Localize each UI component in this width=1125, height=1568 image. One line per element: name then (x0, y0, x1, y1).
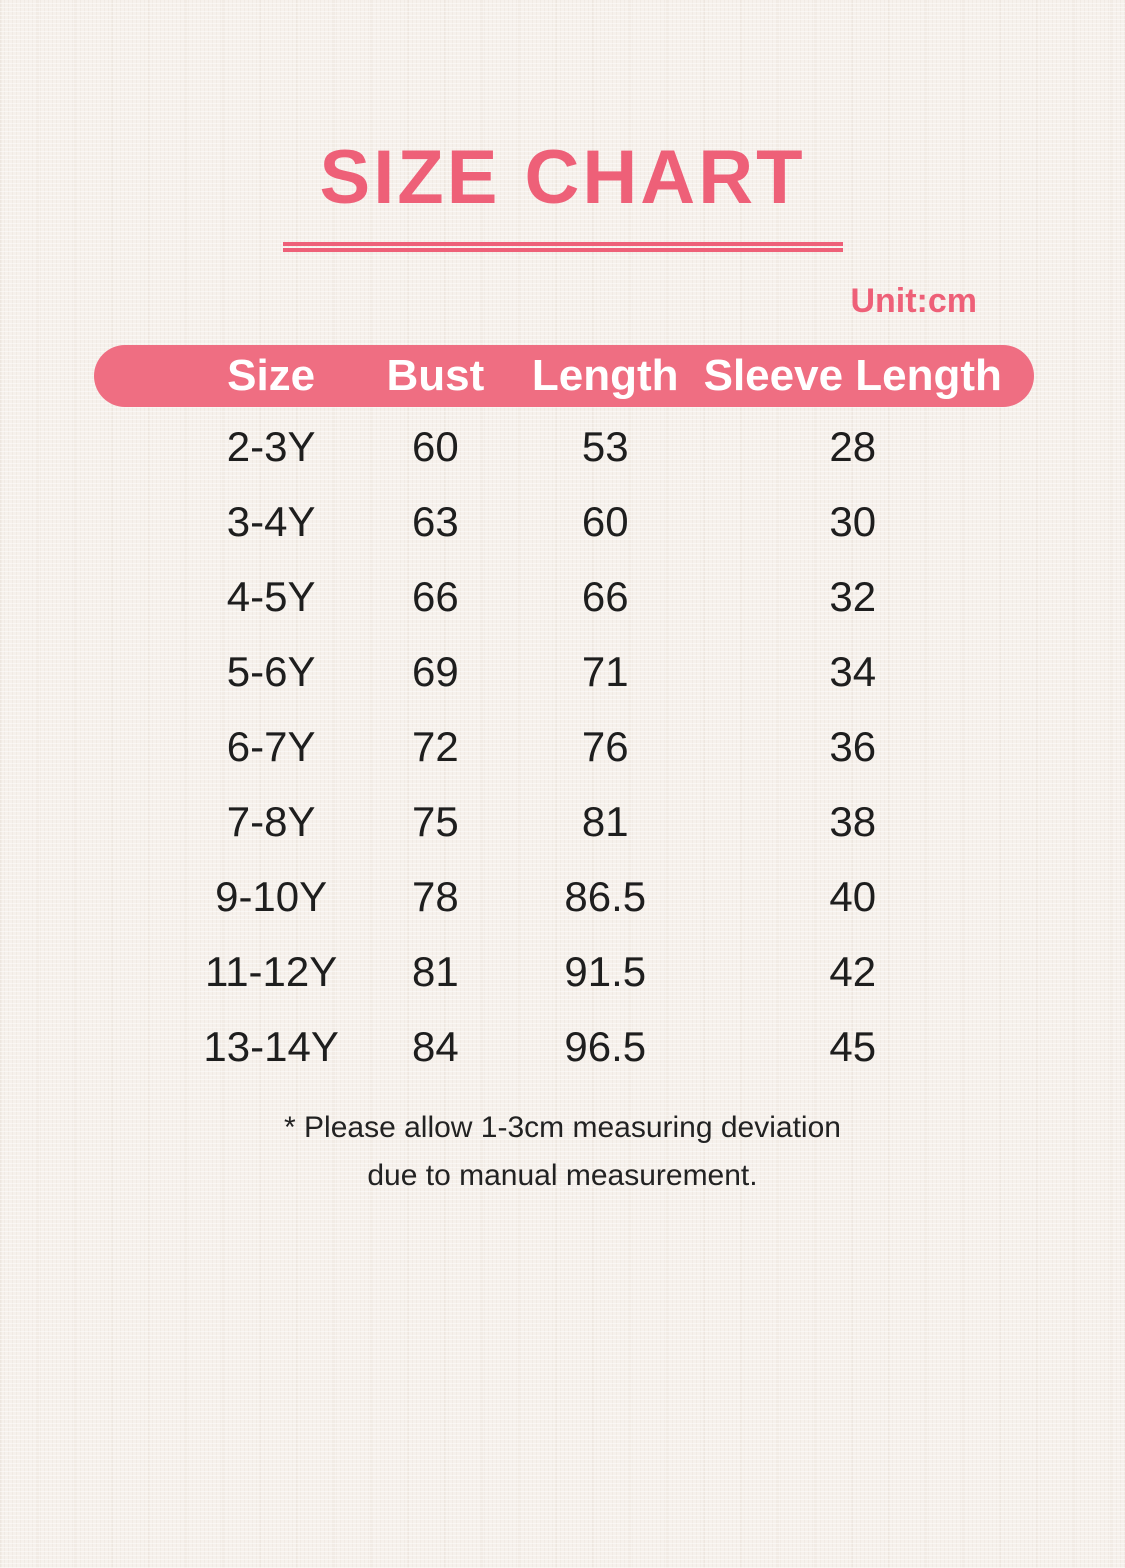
cell-sleeve-length: 45 (829, 1022, 877, 1070)
cell-size: 3-4Y (226, 497, 316, 545)
cell-bust: 75 (412, 797, 459, 845)
cell-length: 66 (581, 572, 629, 620)
cell-sleeve-length: 32 (829, 572, 877, 620)
table-row: 7-8Y 75 81 38 (0, 784, 1125, 859)
cell-bust: 63 (412, 497, 459, 545)
cell-size: 2-3Y (226, 422, 316, 470)
cell-sleeve-length: 34 (829, 647, 877, 695)
table-row: 6-7Y 72 76 36 (0, 709, 1125, 784)
cell-size: 13-14Y (203, 1022, 339, 1070)
table-row: 9-10Y 78 86.5 40 (0, 859, 1125, 934)
cell-length: 86.5 (564, 872, 647, 920)
cell-sleeve-length: 28 (829, 422, 877, 470)
table-row: 2-3Y 60 53 28 (0, 409, 1125, 484)
table-row: 5-6Y 69 71 34 (0, 634, 1125, 709)
cell-bust: 84 (412, 1022, 459, 1070)
cell-sleeve-length: 30 (829, 497, 877, 545)
unit-label: Unit:cm (850, 282, 977, 320)
cell-size: 11-12Y (204, 947, 338, 995)
measurement-note-line-1: * Please allow 1-3cm measuring deviation (284, 1111, 841, 1144)
cell-sleeve-length: 38 (829, 797, 877, 845)
table-header-bar (94, 345, 1034, 407)
cell-size: 6-7Y (226, 722, 316, 770)
cell-bust: 72 (412, 722, 459, 770)
table-row: 11-12Y 81 91.5 42 (0, 934, 1125, 1009)
table-row: 13-14Y 84 96.5 45 (0, 1009, 1125, 1084)
cell-bust: 81 (412, 947, 459, 995)
title-underline (282, 242, 843, 252)
column-header-length: Length (531, 351, 679, 400)
cell-size: 4-5Y (226, 572, 316, 620)
cell-size: 5-6Y (226, 647, 316, 695)
cell-sleeve-length: 36 (829, 722, 877, 770)
cell-length: 76 (581, 722, 629, 770)
table-row: 4-5Y 66 66 32 (0, 559, 1125, 634)
table-body: 2-3Y 60 53 28 3-4Y 63 60 30 4-5Y 66 66 3… (0, 409, 1125, 1084)
cell-length: 91.5 (564, 947, 647, 995)
cell-bust: 60 (412, 422, 459, 470)
column-header-bust: Bust (386, 351, 485, 400)
cell-size: 7-8Y (226, 797, 316, 845)
cell-size: 9-10Y (215, 872, 328, 920)
cell-length: 96.5 (564, 1022, 647, 1070)
cell-length: 81 (581, 797, 629, 845)
cell-sleeve-length: 40 (829, 872, 877, 920)
cell-length: 71 (581, 647, 629, 695)
cell-length: 60 (581, 497, 629, 545)
table-row: 3-4Y 63 60 30 (0, 484, 1125, 559)
column-header-sleeve-length: Sleeve Length (703, 351, 1002, 400)
measurement-note-line-2: due to manual measurement. (367, 1159, 758, 1192)
cell-bust: 66 (412, 572, 459, 620)
page-title: SIZE CHART (319, 135, 806, 220)
cell-bust: 78 (412, 872, 459, 920)
column-header-size: Size (227, 351, 316, 400)
table-header-row: Size Bust Length Sleeve Length (0, 345, 1125, 407)
cell-bust: 69 (412, 647, 459, 695)
cell-length: 53 (581, 422, 629, 470)
cell-sleeve-length: 42 (829, 947, 877, 995)
